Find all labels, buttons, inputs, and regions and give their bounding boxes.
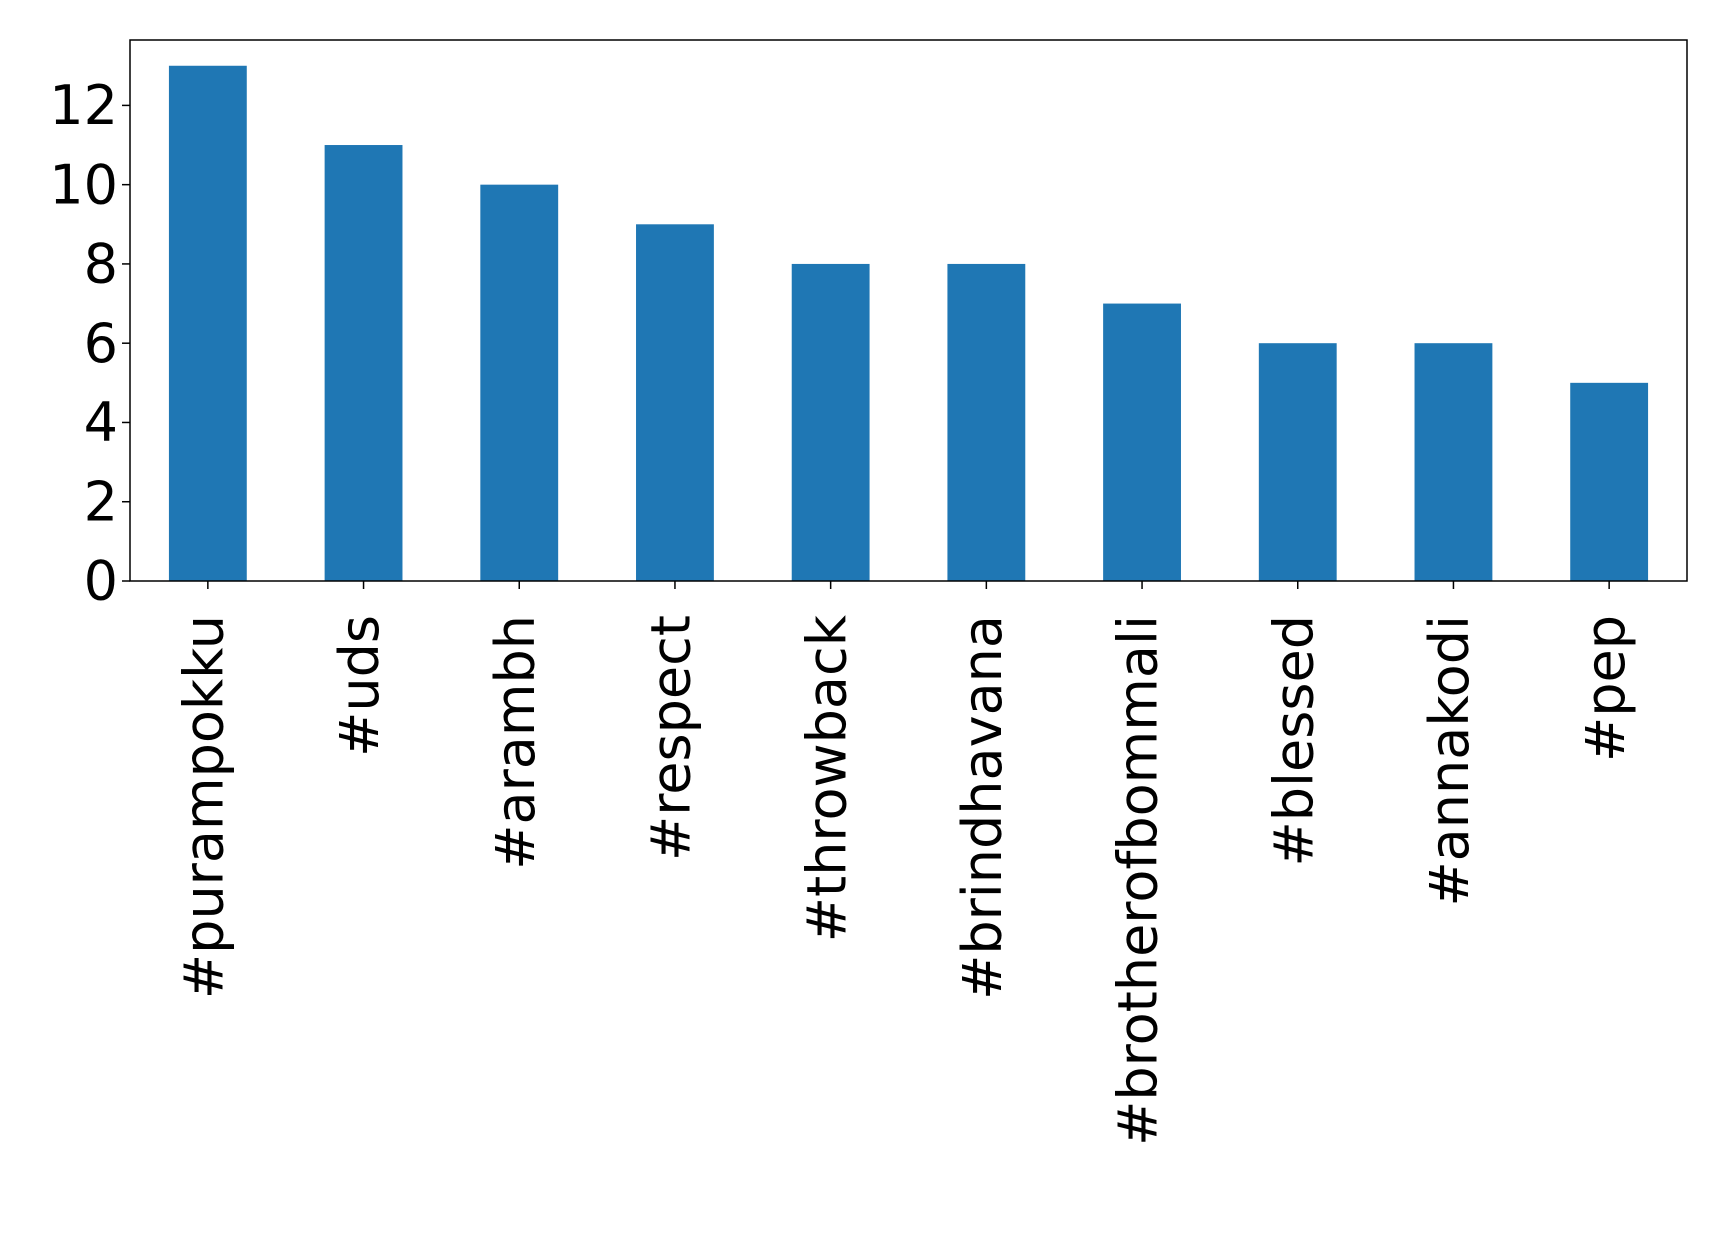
x-tick-label: #purampokku — [172, 615, 235, 999]
x-tick-label: #throwback — [795, 614, 858, 942]
x-tick-label: #respect — [640, 615, 703, 861]
x-tick-label: #arambh — [484, 615, 547, 870]
bar — [1414, 343, 1493, 581]
y-tick-label: 6 — [84, 312, 118, 375]
y-tick-label: 10 — [49, 153, 118, 216]
bar — [324, 145, 403, 581]
x-tick-label: #pep — [1574, 615, 1637, 762]
x-tick-label: #blessed — [1262, 615, 1325, 867]
bar — [636, 224, 714, 582]
y-tick-label: 2 — [84, 470, 118, 533]
x-tick-label: #brindhavana — [951, 615, 1014, 1000]
bar — [947, 263, 1026, 581]
axes-frame — [129, 39, 1688, 582]
bar — [168, 65, 247, 581]
y-tick-label: 4 — [84, 391, 118, 454]
bar — [1103, 303, 1181, 581]
bar — [480, 184, 559, 581]
bar — [791, 263, 870, 581]
x-tick-label: #brotherofbommali — [1107, 615, 1170, 1146]
y-tick-label: 0 — [84, 550, 118, 613]
bar — [1570, 382, 1649, 581]
y-tick-label: 12 — [49, 74, 118, 137]
x-tick-label: #annakodi — [1418, 615, 1481, 907]
y-tick-label: 8 — [84, 233, 118, 296]
bar — [1258, 343, 1337, 581]
x-tick-label: #uds — [328, 615, 391, 757]
